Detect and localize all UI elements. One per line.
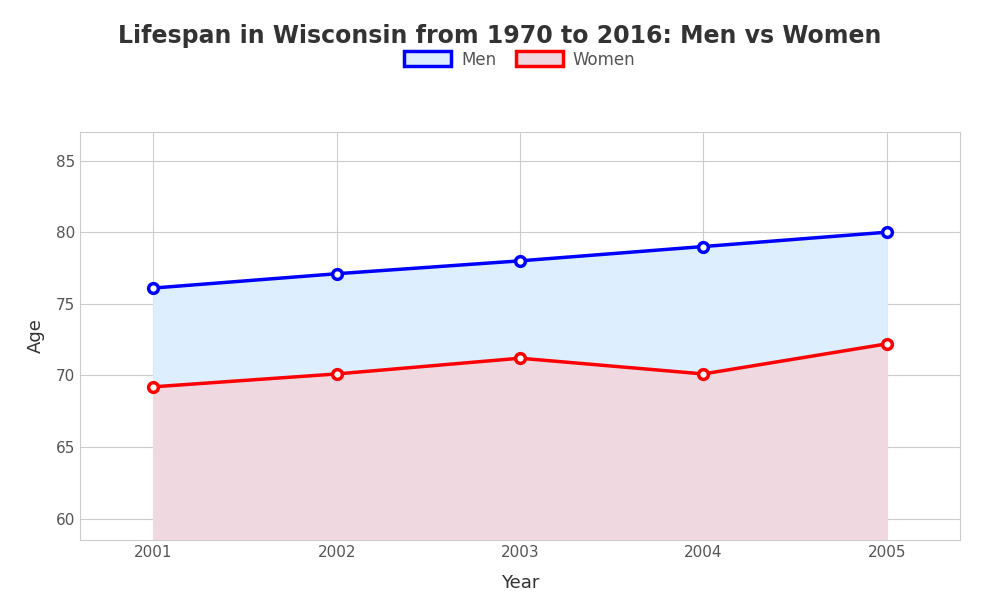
Text: Lifespan in Wisconsin from 1970 to 2016: Men vs Women: Lifespan in Wisconsin from 1970 to 2016:… — [118, 24, 882, 48]
Y-axis label: Age: Age — [27, 319, 45, 353]
X-axis label: Year: Year — [501, 574, 539, 592]
Legend: Men, Women: Men, Women — [404, 50, 636, 68]
